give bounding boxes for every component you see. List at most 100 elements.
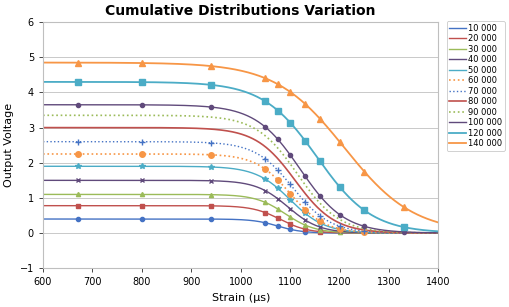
70 000 bbox=[351, 228, 357, 232]
30 000 bbox=[435, 231, 441, 235]
Line: 20 000: 20 000 bbox=[43, 206, 438, 233]
140 000 bbox=[60, 61, 66, 64]
40 000 bbox=[424, 231, 430, 235]
140 000 bbox=[232, 68, 238, 71]
Title: Cumulative Distributions Variation: Cumulative Distributions Variation bbox=[105, 4, 376, 18]
80 000 bbox=[60, 126, 66, 130]
100 000 bbox=[40, 103, 46, 107]
50 000 bbox=[222, 166, 228, 169]
80 000 bbox=[435, 231, 441, 235]
Line: 10 000: 10 000 bbox=[43, 219, 438, 233]
140 000 bbox=[222, 66, 228, 70]
30 000 bbox=[351, 231, 357, 235]
Line: 80 000: 80 000 bbox=[43, 128, 438, 233]
90 000 bbox=[232, 119, 238, 123]
Line: 140 000: 140 000 bbox=[43, 63, 438, 223]
20 000 bbox=[435, 231, 441, 235]
90 000 bbox=[423, 231, 430, 235]
50 000 bbox=[60, 165, 66, 168]
120 000 bbox=[40, 80, 46, 84]
120 000 bbox=[423, 229, 430, 232]
120 000 bbox=[60, 80, 66, 84]
50 000 bbox=[424, 231, 430, 235]
60 000 bbox=[232, 155, 238, 159]
60 000 bbox=[435, 231, 441, 235]
80 000 bbox=[424, 231, 430, 235]
90 000 bbox=[351, 224, 357, 228]
Line: 60 000: 60 000 bbox=[43, 154, 438, 233]
70 000 bbox=[424, 231, 430, 235]
140 000 bbox=[423, 217, 430, 220]
50 000 bbox=[423, 231, 430, 235]
Line: 40 000: 40 000 bbox=[43, 180, 438, 233]
40 000 bbox=[435, 231, 441, 235]
80 000 bbox=[423, 231, 430, 235]
Line: 70 000: 70 000 bbox=[43, 142, 438, 233]
30 000 bbox=[222, 193, 228, 197]
20 000 bbox=[60, 204, 66, 208]
Line: 120 000: 120 000 bbox=[43, 82, 438, 231]
70 000 bbox=[60, 140, 66, 143]
50 000 bbox=[232, 167, 238, 171]
30 000 bbox=[423, 231, 430, 235]
10 000 bbox=[232, 218, 238, 221]
100 000 bbox=[424, 231, 430, 235]
Legend: 10 000, 20 000, 30 000, 40 000, 50 000, 60 000, 70 000, 80 000, 90 000, 100 000,: 10 000, 20 000, 30 000, 40 000, 50 000, … bbox=[446, 21, 505, 151]
20 000 bbox=[423, 231, 430, 235]
80 000 bbox=[222, 129, 228, 132]
10 000 bbox=[423, 231, 430, 235]
80 000 bbox=[351, 226, 357, 230]
60 000 bbox=[40, 152, 46, 156]
100 000 bbox=[435, 231, 441, 235]
Line: 100 000: 100 000 bbox=[43, 105, 438, 233]
70 000 bbox=[232, 144, 238, 148]
10 000 bbox=[351, 231, 357, 235]
90 000 bbox=[435, 231, 441, 235]
40 000 bbox=[40, 178, 46, 182]
140 000 bbox=[40, 61, 46, 64]
40 000 bbox=[423, 231, 430, 235]
80 000 bbox=[40, 126, 46, 130]
60 000 bbox=[423, 231, 430, 235]
70 000 bbox=[423, 231, 430, 235]
100 000 bbox=[351, 221, 357, 225]
30 000 bbox=[424, 231, 430, 235]
90 000 bbox=[222, 117, 228, 121]
20 000 bbox=[40, 204, 46, 208]
Line: 90 000: 90 000 bbox=[43, 115, 438, 233]
120 000 bbox=[424, 229, 430, 232]
80 000 bbox=[232, 131, 238, 134]
30 000 bbox=[40, 192, 46, 196]
10 000 bbox=[60, 217, 66, 221]
140 000 bbox=[351, 158, 357, 162]
40 000 bbox=[232, 180, 238, 184]
60 000 bbox=[424, 231, 430, 235]
120 000 bbox=[435, 230, 441, 233]
60 000 bbox=[60, 152, 66, 156]
20 000 bbox=[222, 204, 228, 208]
50 000 bbox=[351, 230, 357, 233]
140 000 bbox=[435, 221, 441, 224]
10 000 bbox=[424, 231, 430, 235]
70 000 bbox=[435, 231, 441, 235]
50 000 bbox=[435, 231, 441, 235]
70 000 bbox=[40, 140, 46, 143]
40 000 bbox=[222, 180, 228, 183]
120 000 bbox=[222, 85, 228, 89]
20 000 bbox=[232, 205, 238, 208]
60 000 bbox=[222, 154, 228, 157]
100 000 bbox=[423, 231, 430, 235]
20 000 bbox=[351, 231, 357, 235]
10 000 bbox=[222, 217, 228, 221]
Line: 50 000: 50 000 bbox=[43, 166, 438, 233]
10 000 bbox=[435, 231, 441, 235]
120 000 bbox=[232, 87, 238, 91]
30 000 bbox=[232, 194, 238, 197]
20 000 bbox=[424, 231, 430, 235]
40 000 bbox=[351, 231, 357, 234]
120 000 bbox=[351, 200, 357, 204]
Y-axis label: Output Voltage: Output Voltage bbox=[4, 103, 14, 187]
90 000 bbox=[60, 114, 66, 117]
70 000 bbox=[222, 142, 228, 146]
50 000 bbox=[40, 165, 46, 168]
